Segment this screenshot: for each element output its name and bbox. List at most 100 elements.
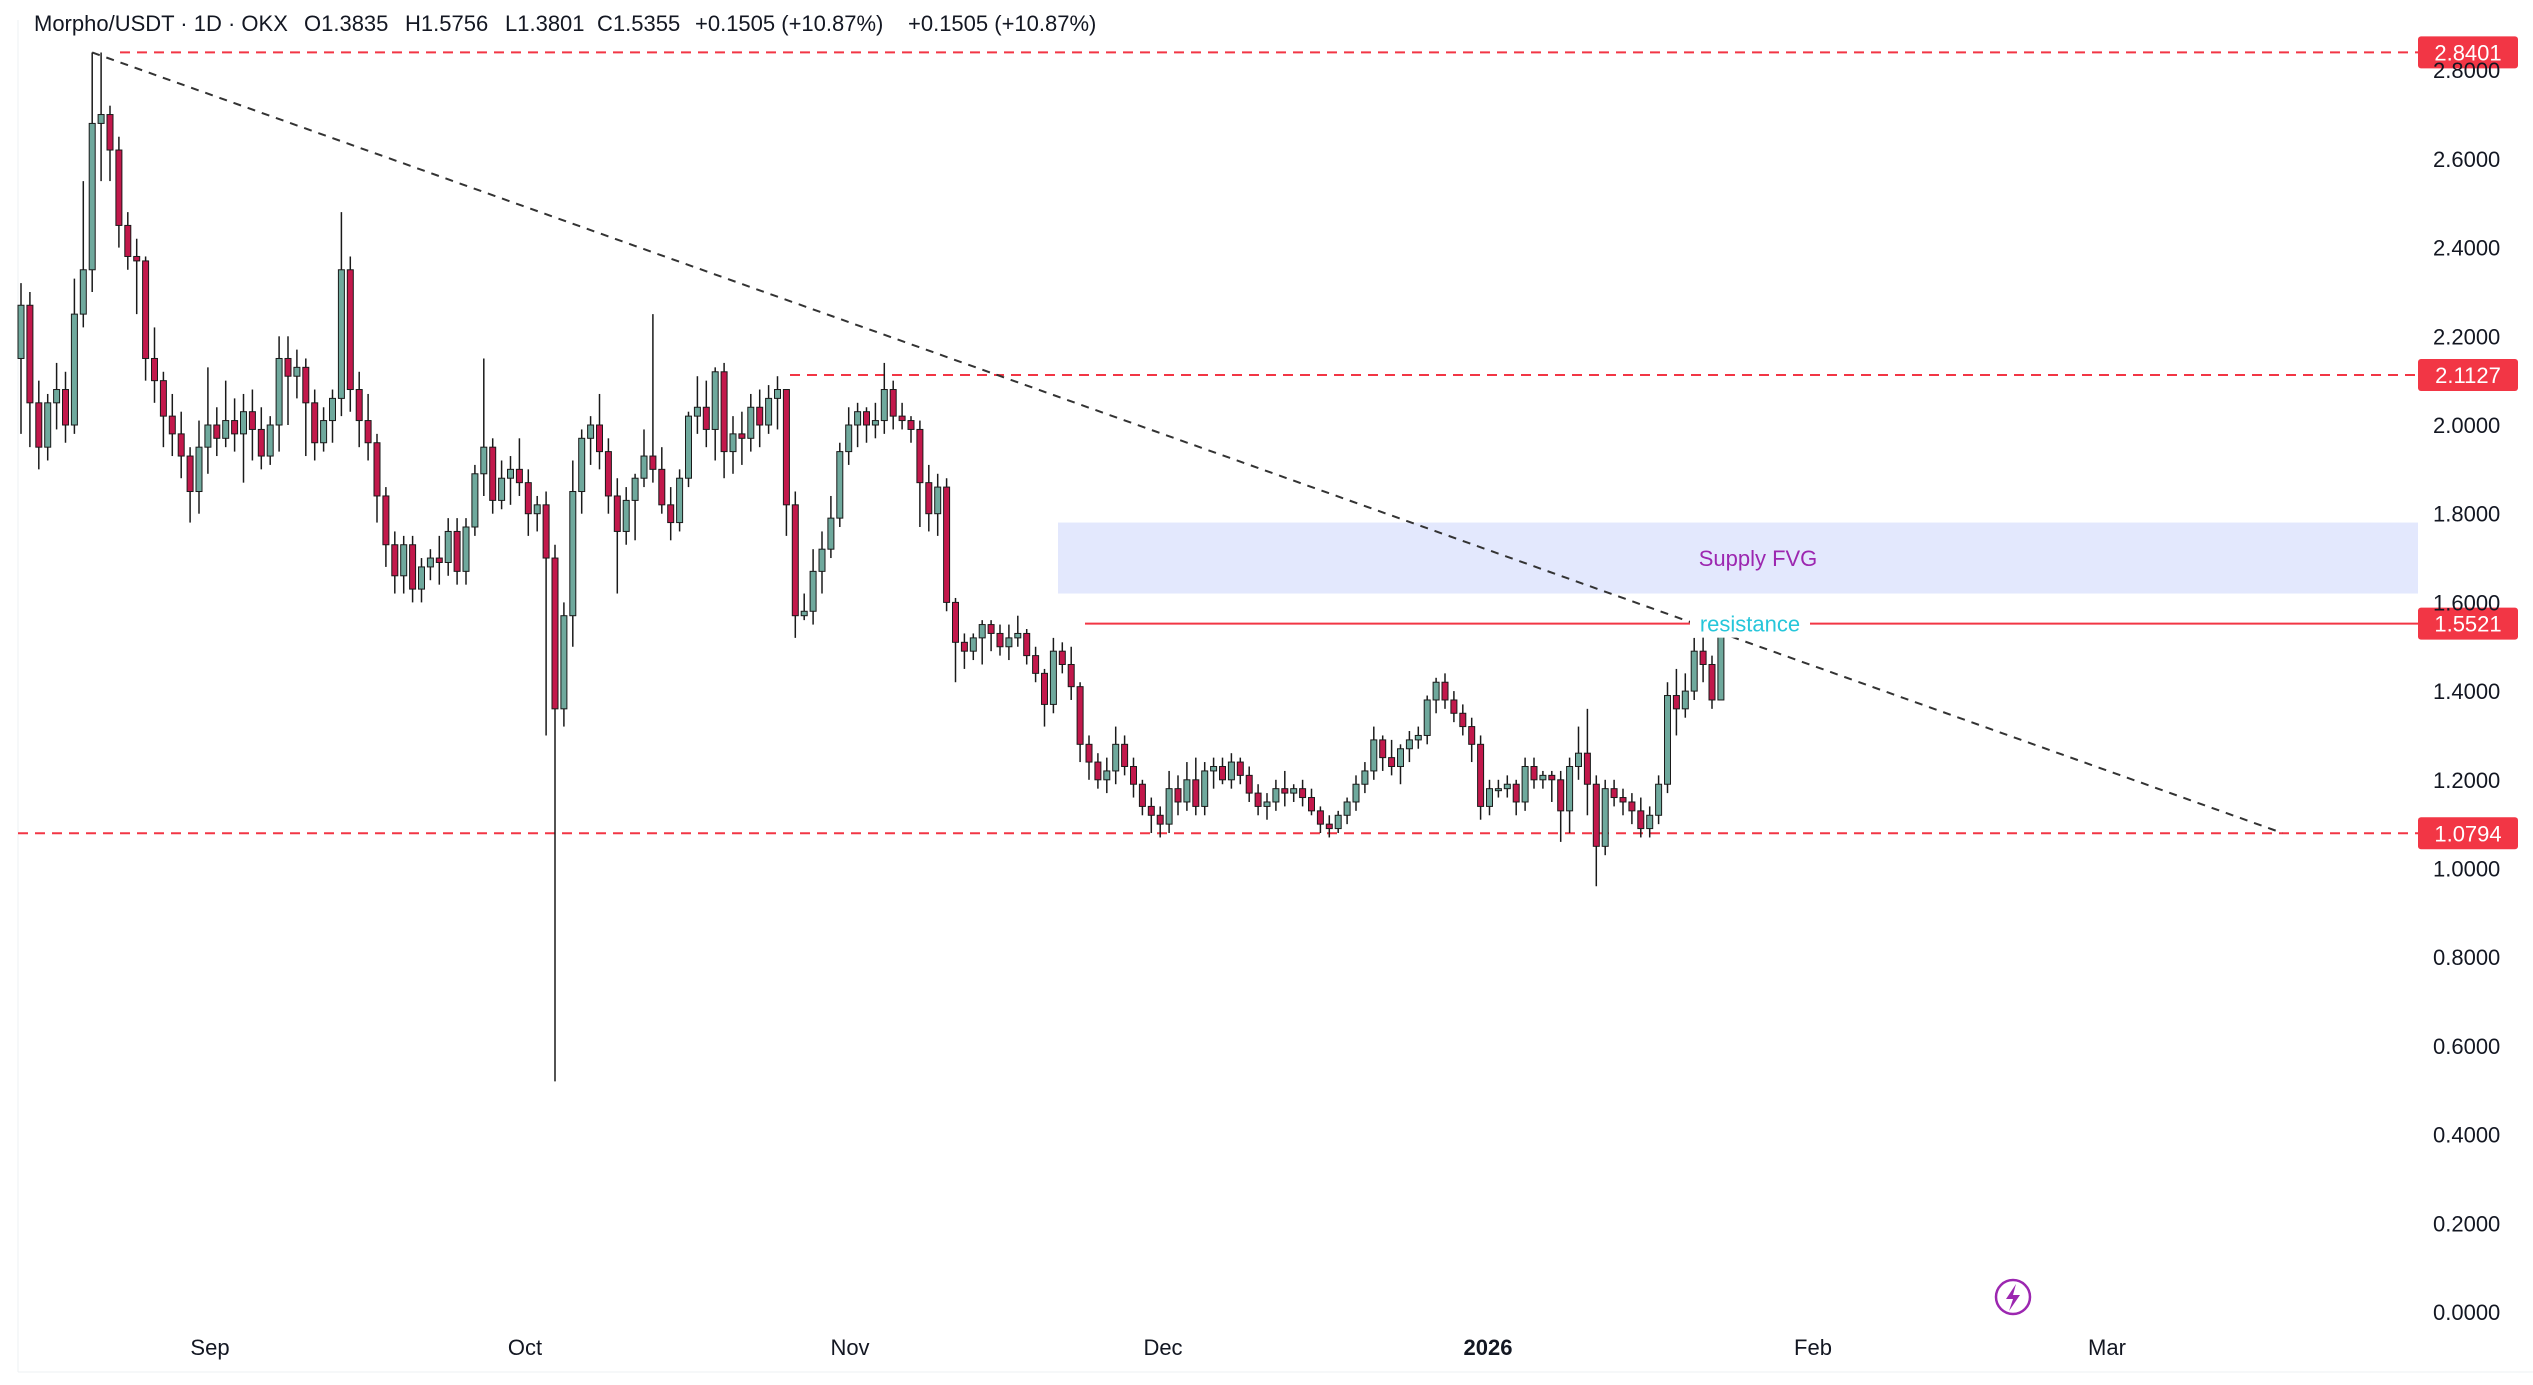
candle[interactable] — [1441, 673, 1449, 709]
candle[interactable] — [1299, 779, 1307, 807]
candle[interactable] — [640, 429, 648, 488]
candle[interactable] — [693, 376, 701, 434]
candle[interactable] — [373, 433, 381, 523]
candle[interactable] — [1423, 695, 1431, 745]
candle[interactable] — [1094, 753, 1102, 789]
candle[interactable] — [1183, 762, 1191, 811]
candle[interactable] — [1699, 629, 1707, 683]
candle[interactable] — [1041, 668, 1048, 727]
candle[interactable] — [836, 442, 844, 528]
candle[interactable] — [1049, 637, 1057, 714]
candle[interactable] — [658, 447, 666, 514]
candle[interactable] — [177, 411, 185, 479]
candle[interactable] — [1130, 757, 1137, 798]
candle[interactable] — [106, 105, 114, 182]
candle[interactable] — [231, 398, 239, 452]
candle[interactable] — [1067, 646, 1075, 700]
candle[interactable] — [142, 256, 150, 381]
candle[interactable] — [1236, 757, 1244, 785]
candle[interactable] — [1352, 775, 1360, 811]
candle[interactable] — [1227, 753, 1235, 789]
candle[interactable] — [1646, 806, 1654, 838]
candle[interactable] — [462, 518, 470, 585]
candle[interactable] — [1325, 815, 1333, 838]
candle[interactable] — [115, 136, 123, 248]
candle[interactable] — [1548, 770, 1556, 802]
candle[interactable] — [1316, 806, 1324, 834]
candle[interactable] — [1112, 726, 1120, 785]
candle[interactable] — [622, 487, 630, 545]
candle[interactable] — [1192, 757, 1200, 816]
candle[interactable] — [1290, 784, 1298, 802]
candle[interactable] — [667, 487, 675, 541]
candle[interactable] — [1494, 779, 1502, 798]
candle[interactable] — [275, 336, 283, 452]
candle[interactable] — [1343, 797, 1351, 825]
candle[interactable] — [1165, 770, 1173, 834]
candle[interactable] — [88, 52, 96, 292]
candle[interactable] — [1032, 646, 1040, 683]
candle[interactable] — [124, 212, 132, 270]
candle[interactable] — [1637, 797, 1645, 838]
descending-trendline[interactable] — [91, 51, 2283, 834]
candle[interactable] — [1014, 615, 1022, 647]
candle[interactable] — [1174, 775, 1182, 816]
candle[interactable] — [17, 283, 25, 434]
candle[interactable] — [382, 487, 390, 567]
candle[interactable] — [1201, 762, 1209, 816]
candle[interactable] — [818, 531, 826, 594]
candle[interactable] — [729, 416, 737, 474]
candle[interactable] — [346, 256, 354, 412]
candle[interactable] — [1708, 655, 1716, 709]
candle[interactable] — [44, 393, 52, 461]
candle[interactable] — [400, 535, 408, 594]
candle[interactable] — [355, 371, 363, 448]
candle[interactable] — [320, 407, 328, 452]
candle[interactable] — [524, 469, 532, 536]
candle[interactable] — [266, 416, 274, 465]
candle[interactable] — [1450, 691, 1458, 723]
candle[interactable] — [248, 389, 256, 461]
candle[interactable] — [1263, 793, 1271, 820]
candle[interactable] — [551, 544, 559, 1082]
candle[interactable] — [978, 620, 986, 665]
candle[interactable] — [604, 438, 612, 514]
candle[interactable] — [685, 411, 692, 488]
candle[interactable] — [435, 535, 443, 585]
candle[interactable] — [1690, 637, 1698, 700]
candle[interactable] — [578, 429, 586, 514]
candle[interactable] — [62, 371, 69, 443]
candle[interactable] — [409, 535, 417, 603]
candle[interactable] — [1575, 726, 1582, 780]
candle[interactable] — [809, 549, 817, 625]
candle[interactable] — [969, 633, 977, 661]
candle[interactable] — [507, 456, 514, 505]
candle[interactable] — [204, 367, 212, 474]
candle[interactable] — [1379, 735, 1387, 771]
candle[interactable] — [987, 620, 995, 652]
candle[interactable] — [1085, 735, 1093, 780]
candle[interactable] — [302, 358, 310, 457]
candle[interactable] — [498, 460, 506, 510]
candle[interactable] — [960, 633, 968, 669]
candle[interactable] — [426, 549, 434, 581]
candle[interactable] — [800, 593, 808, 621]
candle[interactable] — [337, 212, 345, 417]
candle[interactable] — [533, 495, 541, 532]
candle[interactable] — [827, 495, 835, 559]
candle[interactable] — [471, 464, 479, 536]
candle[interactable] — [1405, 731, 1413, 763]
candle[interactable] — [391, 531, 399, 594]
candle[interactable] — [1370, 726, 1378, 780]
candle[interactable] — [649, 314, 657, 483]
candle[interactable] — [871, 402, 879, 439]
candle[interactable] — [1566, 757, 1574, 834]
candle[interactable] — [240, 393, 247, 483]
candle[interactable] — [791, 491, 799, 638]
candle[interactable] — [151, 327, 158, 403]
candle[interactable] — [1592, 775, 1600, 887]
candle[interactable] — [1058, 642, 1066, 674]
candle[interactable] — [756, 389, 764, 448]
candle[interactable] — [1397, 744, 1404, 785]
candle[interactable] — [515, 438, 523, 496]
